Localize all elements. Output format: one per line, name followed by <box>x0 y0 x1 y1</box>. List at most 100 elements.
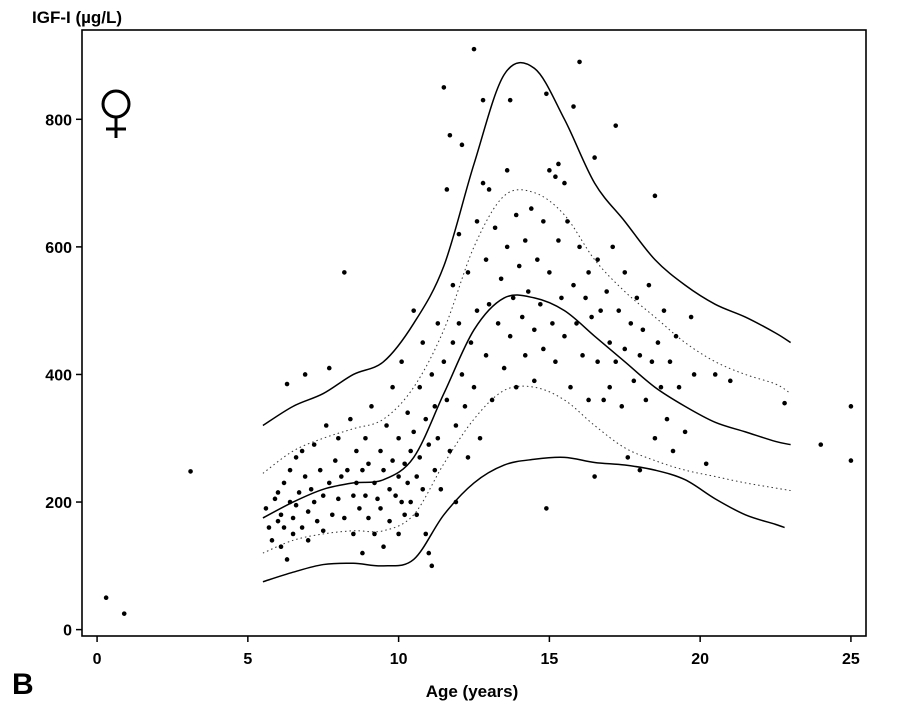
x-tick-label: 25 <box>842 651 860 668</box>
data-point <box>622 270 628 275</box>
data-point <box>405 480 410 486</box>
data-point <box>619 404 625 409</box>
data-point <box>676 384 682 390</box>
data-point <box>607 384 612 390</box>
data-point <box>510 295 516 301</box>
data-point <box>556 161 561 167</box>
data-point <box>375 496 380 502</box>
data-point <box>513 384 519 390</box>
data-point <box>664 416 670 422</box>
data-point <box>592 155 597 160</box>
y-axis-label: IGF-I (µg/L) <box>32 8 123 27</box>
data-point <box>637 467 643 473</box>
data-point <box>592 474 597 479</box>
y-tick-label: 0 <box>63 623 72 640</box>
data-point <box>384 423 389 428</box>
data-point <box>342 270 347 275</box>
data-point <box>547 168 552 173</box>
data-point <box>483 257 489 262</box>
data-point <box>299 448 305 454</box>
data-point <box>525 289 531 294</box>
data-point <box>468 340 474 345</box>
y-tick: 200 <box>45 495 82 512</box>
data-point <box>326 365 332 371</box>
data-point <box>432 467 438 473</box>
data-point <box>634 295 640 301</box>
data-point <box>691 372 697 377</box>
data-point <box>652 193 658 199</box>
data-point <box>682 429 688 435</box>
data-point <box>423 416 429 422</box>
y-tick: 400 <box>45 367 82 384</box>
data-point <box>287 499 293 505</box>
data-point <box>408 448 413 454</box>
data-point <box>519 314 525 320</box>
data-point <box>329 512 335 518</box>
data-point <box>610 244 616 250</box>
plot-frame <box>81 29 867 637</box>
data-point <box>438 486 444 492</box>
data-point <box>393 493 398 498</box>
data-point <box>625 455 631 460</box>
data-point <box>444 397 450 403</box>
data-point <box>351 531 356 537</box>
percentile-line-2 <box>262 189 791 474</box>
data-point <box>281 525 287 530</box>
data-point <box>278 544 284 549</box>
data-point <box>532 327 537 333</box>
data-point <box>577 244 582 250</box>
data-point <box>571 282 576 288</box>
data-point <box>339 474 344 479</box>
data-point <box>266 525 272 530</box>
data-point <box>559 295 564 301</box>
data-point <box>562 333 567 339</box>
data-point <box>408 499 413 505</box>
data-point <box>553 174 558 180</box>
data-point <box>275 490 281 495</box>
data-point <box>504 168 510 173</box>
data-point <box>477 435 483 441</box>
data-point <box>613 359 619 365</box>
data-point <box>396 474 401 479</box>
data-point <box>658 384 664 390</box>
data-point <box>471 384 477 390</box>
data-point <box>387 518 392 524</box>
data-point <box>360 550 365 556</box>
data-point <box>399 359 404 365</box>
data-point <box>444 187 450 192</box>
data-point <box>381 544 386 549</box>
data-point <box>381 467 386 473</box>
data-point <box>390 458 395 463</box>
data-point <box>848 404 854 409</box>
panel-label: B <box>12 668 34 701</box>
data-point <box>571 104 576 109</box>
x-tick: 5 <box>243 636 252 668</box>
percentile-line-3 <box>262 294 791 519</box>
data-point <box>372 531 377 537</box>
percentile-line-4 <box>262 385 791 554</box>
data-point <box>637 353 643 358</box>
percentile-line-1 <box>262 61 792 427</box>
data-point <box>574 321 579 326</box>
data-point <box>604 289 609 294</box>
data-point <box>290 515 296 521</box>
data-point <box>354 448 359 454</box>
data-point <box>363 435 368 441</box>
data-point <box>541 219 546 224</box>
data-point <box>345 467 350 473</box>
x-tick-label: 10 <box>390 651 408 668</box>
data-point <box>631 378 637 384</box>
data-point <box>284 557 290 562</box>
data-point <box>103 595 109 601</box>
x-tick-label: 15 <box>540 651 558 668</box>
data-point <box>402 512 407 518</box>
data-point <box>848 458 854 463</box>
data-point <box>414 512 420 518</box>
data-point <box>441 85 447 90</box>
data-point <box>661 308 667 313</box>
data-point <box>366 461 371 467</box>
data-point <box>414 474 420 479</box>
data-point <box>263 506 269 511</box>
data-point <box>429 372 435 377</box>
data-point <box>646 282 652 288</box>
